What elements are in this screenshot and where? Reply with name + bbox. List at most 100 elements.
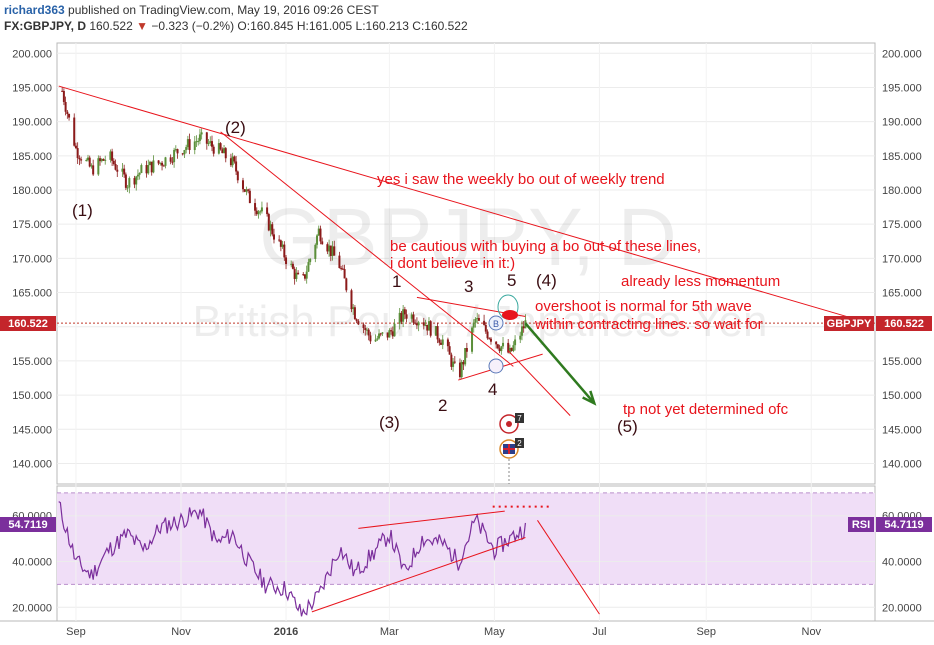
ohlc-open: O:160.845	[237, 19, 294, 33]
candle-body	[183, 150, 186, 155]
time-axis[interactable]: Sep Nov 2016 Mar May Jul Sep Nov	[66, 626, 821, 638]
price-pane[interactable]	[56, 42, 876, 485]
candle-body	[266, 207, 269, 215]
rsi-tick-left: 20.0000	[12, 602, 52, 614]
candle-body	[195, 141, 198, 143]
candle-body	[73, 117, 76, 146]
candle-body	[97, 158, 100, 175]
candle-body	[314, 244, 317, 259]
price-tick-right: 180.000	[882, 185, 922, 197]
projection-arrow	[524, 322, 596, 405]
candle-body	[247, 189, 250, 191]
candle-body	[145, 165, 148, 174]
right-price-badge-text: 160.522	[884, 318, 924, 330]
candle-body	[112, 160, 115, 165]
rsi-trendline	[358, 510, 505, 529]
price-tick-right: 185.000	[882, 151, 922, 163]
candle-body	[512, 345, 515, 351]
candle-body	[100, 158, 103, 162]
candle-body	[162, 165, 165, 167]
price-tick-left: 165.000	[12, 288, 52, 300]
price-tick-right: 140.000	[882, 458, 922, 470]
candle-body	[221, 149, 224, 154]
candle-body	[353, 307, 356, 320]
candle-body	[460, 361, 463, 378]
rsi-line	[58, 501, 526, 617]
symbol-badge-text: GBPJPY	[827, 318, 872, 330]
time-tick-label: Nov	[802, 626, 822, 638]
candle-body	[186, 139, 189, 148]
symbol-label[interactable]: FX:GBPJPY, D	[4, 19, 87, 33]
subwave-label-5: 5	[507, 271, 516, 290]
candle-body	[86, 157, 89, 161]
candle-body	[235, 161, 238, 172]
price-trendline	[220, 131, 514, 367]
price-tick-right: 145.000	[882, 424, 922, 436]
candle-body	[121, 168, 124, 172]
down-arrow-icon: ▼	[136, 19, 148, 33]
candle-body	[410, 314, 413, 319]
candle-body	[386, 332, 389, 338]
candle-body	[350, 290, 353, 310]
watermark-symbol: GBPJPY, D	[259, 192, 677, 283]
candle-body	[80, 159, 83, 161]
candle-body	[140, 165, 143, 173]
candle-body	[302, 274, 305, 276]
candle-body	[458, 362, 461, 378]
candle-body	[233, 156, 236, 162]
candle-body	[477, 318, 480, 321]
author-link[interactable]: richard363	[4, 3, 65, 17]
candle-body	[520, 326, 523, 336]
price-tick-right: 200.000	[882, 48, 922, 60]
price-tick-right: 190.000	[882, 117, 922, 129]
candle-body	[148, 161, 151, 166]
ohlc-close: C:160.522	[412, 19, 468, 33]
candle-body	[488, 338, 491, 340]
rsi-tick-left: 40.0000	[12, 557, 52, 569]
candle-body	[152, 160, 155, 173]
time-tick-label: Nov	[171, 626, 191, 638]
event-b-label: B	[493, 319, 499, 329]
candle-body	[307, 262, 310, 272]
trendlines	[58, 85, 870, 416]
candle-body	[290, 263, 293, 265]
candle-body	[364, 328, 367, 331]
candle-body	[147, 165, 150, 174]
time-tick-label: 2016	[274, 626, 298, 638]
candle-body	[424, 324, 427, 326]
candle-body	[352, 307, 355, 310]
candle-body	[379, 333, 382, 335]
candle-body	[381, 332, 384, 334]
candle-body	[498, 348, 501, 352]
candle-body	[68, 113, 71, 118]
candle-body	[207, 143, 210, 145]
candle-body	[507, 342, 510, 353]
candle-body	[174, 149, 177, 151]
event-count-badge-2	[515, 438, 524, 448]
candle-body	[198, 134, 201, 141]
candle-body	[283, 244, 286, 258]
candle-body	[434, 326, 437, 336]
candle-body	[74, 145, 77, 149]
price-tick-left: 150.000	[12, 390, 52, 402]
candle-body	[133, 178, 136, 185]
candle-body	[197, 140, 200, 142]
published-text: published on TradingView.com, May 19, 20…	[68, 3, 379, 17]
event-b-icon[interactable]	[488, 315, 504, 331]
candle-body	[269, 224, 272, 231]
candle-body	[417, 322, 420, 326]
price-tick-left: 140.000	[12, 458, 52, 470]
candle-body	[343, 269, 346, 279]
candle-body	[305, 271, 308, 279]
note-momentum: already less momentum	[621, 273, 780, 290]
candle-body	[357, 321, 360, 325]
time-tick-label: Mar	[380, 626, 399, 638]
candle-body	[465, 348, 468, 352]
candle-body	[376, 338, 379, 340]
candle-body	[355, 319, 358, 322]
candle-body	[471, 327, 474, 352]
rsi-band	[57, 492, 875, 585]
candle-body	[496, 344, 499, 349]
